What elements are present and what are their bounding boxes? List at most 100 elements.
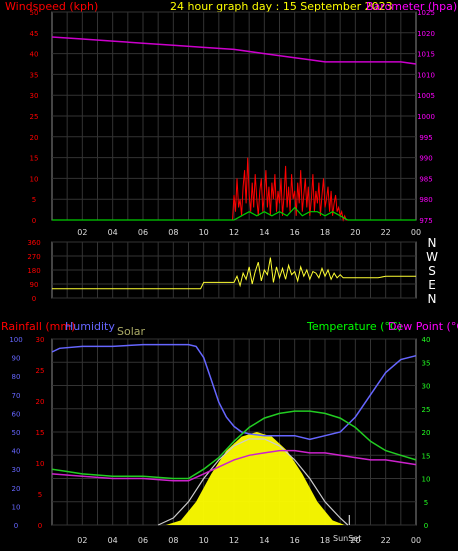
top-panel-x-tick: 16 <box>290 228 300 237</box>
barometer-y-tick: 990 <box>419 155 432 163</box>
windspeed-y-tick: 40 <box>30 51 39 59</box>
grid-layer <box>52 11 416 526</box>
direction-y-tick: 0 <box>32 295 36 303</box>
windspeed-y-tick: 20 <box>30 134 39 142</box>
rainfall-y-tick: 25 <box>36 367 45 375</box>
top-panel-x-tick: 06 <box>138 228 148 237</box>
solar-max-line <box>157 438 349 526</box>
windspeed-y-tick: 45 <box>30 30 39 38</box>
humidity-y-tick: 30 <box>12 466 21 474</box>
bottom-panel-x-tick: 08 <box>168 536 178 545</box>
temperature-y-tick: 35 <box>422 359 431 367</box>
compass-label: N <box>428 236 437 250</box>
bottom-panel-x-tick: 10 <box>199 536 209 545</box>
direction-y-tick: 180 <box>27 267 40 275</box>
chart-title: 24 hour graph day : 15 September 2023 <box>170 0 393 13</box>
gust-line <box>52 206 416 221</box>
top-panel-x-tick: 18 <box>320 228 330 237</box>
bottom-panel-x-tick: 14 <box>259 536 269 545</box>
barometer-y-tick: 1010 <box>417 71 435 79</box>
rainfall-y-tick: 0 <box>38 522 42 530</box>
temperature-y-tick: 25 <box>422 406 431 414</box>
humidity-y-tick: 70 <box>12 392 21 400</box>
windspeed-y-tick: 5 <box>32 196 36 204</box>
humidity-y-tick: 40 <box>12 448 21 456</box>
bottom-panel-x-tick: 22 <box>381 536 391 545</box>
temperature-y-tick: 40 <box>422 336 431 344</box>
temperature-line <box>51 410 417 480</box>
barometer-y-tick: 1025 <box>417 9 435 17</box>
rainfall-y-tick: 10 <box>36 460 45 468</box>
windspeed-y-tick: 10 <box>30 175 39 183</box>
barometer-y-tick: 1000 <box>417 113 435 121</box>
windspeed-axis-title: Windspeed (kph) <box>5 0 98 13</box>
top-panel-x-tick: 20 <box>350 228 360 237</box>
barometer-axis-title: Barometer (hpa) <box>366 0 457 13</box>
wind-direction-line <box>52 257 416 290</box>
barometer-line <box>51 36 417 65</box>
temperature-y-tick: 0 <box>424 522 428 530</box>
temperature-y-tick: 5 <box>424 499 428 507</box>
humidity-y-tick: 10 <box>12 503 21 511</box>
windspeed-y-tick: 30 <box>30 92 39 100</box>
compass-label: S <box>428 264 436 278</box>
compass-label: E <box>428 278 436 292</box>
top-panel-x-tick: 22 <box>381 228 391 237</box>
solar-area <box>165 432 345 525</box>
bottom-panel-x-tick: 00 <box>411 536 421 545</box>
humidity-axis-title: Humidity <box>65 320 115 333</box>
windspeed-y-tick: 15 <box>30 155 39 163</box>
top-panel-x-tick: 00 <box>411 228 421 237</box>
windspeed-y-tick: 50 <box>30 9 39 17</box>
temperature-y-tick: 20 <box>422 429 431 437</box>
compass-label: N <box>428 292 437 306</box>
humidity-line <box>51 343 417 441</box>
bottom-panel-x-tick: 04 <box>108 536 118 545</box>
compass-label: W <box>426 250 438 264</box>
rainfall-y-tick: 20 <box>36 398 45 406</box>
top-panel-x-tick: 04 <box>108 228 118 237</box>
barometer-y-tick: 985 <box>419 175 432 183</box>
bottom-panel-x-tick: 12 <box>229 536 239 545</box>
humidity-y-tick: 90 <box>12 355 21 363</box>
top-panel-x-tick: 14 <box>259 228 269 237</box>
barometer-y-tick: 1005 <box>417 92 435 100</box>
rainfall-y-tick: 30 <box>36 336 45 344</box>
barometer-y-tick: 980 <box>419 196 432 204</box>
windspeed-line <box>52 157 416 222</box>
barometer-y-tick: 1020 <box>417 30 435 38</box>
barometer-y-tick: 975 <box>419 217 432 225</box>
bottom-panel-x-tick: 16 <box>290 536 300 545</box>
top-panel-x-tick: 08 <box>168 228 178 237</box>
barometer-y-tick: 995 <box>419 134 432 142</box>
bottom-panel-x-tick: 02 <box>77 536 87 545</box>
direction-y-tick: 360 <box>27 239 40 247</box>
windspeed-y-tick: 25 <box>30 113 39 121</box>
top-panel-x-tick: 10 <box>199 228 209 237</box>
direction-y-tick: 90 <box>30 281 39 289</box>
solar-axis-title: Solar <box>117 325 146 338</box>
dewpoint-line <box>51 449 417 482</box>
windspeed-y-tick: 0 <box>32 217 36 225</box>
humidity-y-tick: 60 <box>12 410 21 418</box>
top-panel-x-tick: 02 <box>77 228 87 237</box>
humidity-y-tick: 100 <box>9 336 22 344</box>
bottom-panel-x-tick: 06 <box>138 536 148 545</box>
temperature-y-tick: 30 <box>422 383 431 391</box>
windspeed-y-tick: 35 <box>30 71 39 79</box>
bottom-panel-x-tick: 20 <box>350 536 360 545</box>
temperature-y-tick: 10 <box>422 476 431 484</box>
humidity-y-tick: 0 <box>14 522 18 530</box>
temperature-y-tick: 15 <box>422 452 431 460</box>
top-panel-x-tick: 12 <box>229 228 239 237</box>
rainfall-y-tick: 15 <box>36 429 45 437</box>
rainfall-axis-title: Rainfall (mm) <box>1 320 75 333</box>
humidity-y-tick: 50 <box>12 429 21 437</box>
rainfall-y-tick: 5 <box>38 491 42 499</box>
sunset-label: SunSet <box>333 534 361 543</box>
humidity-y-tick: 80 <box>12 373 21 381</box>
barometer-y-tick: 1015 <box>417 51 435 59</box>
temperature-axis-title: Temperature (°C) <box>306 320 402 333</box>
axes-layer: 02 04 06 08 10 12 14 16 18 20 22 000510152025303540… <box>9 9 438 545</box>
